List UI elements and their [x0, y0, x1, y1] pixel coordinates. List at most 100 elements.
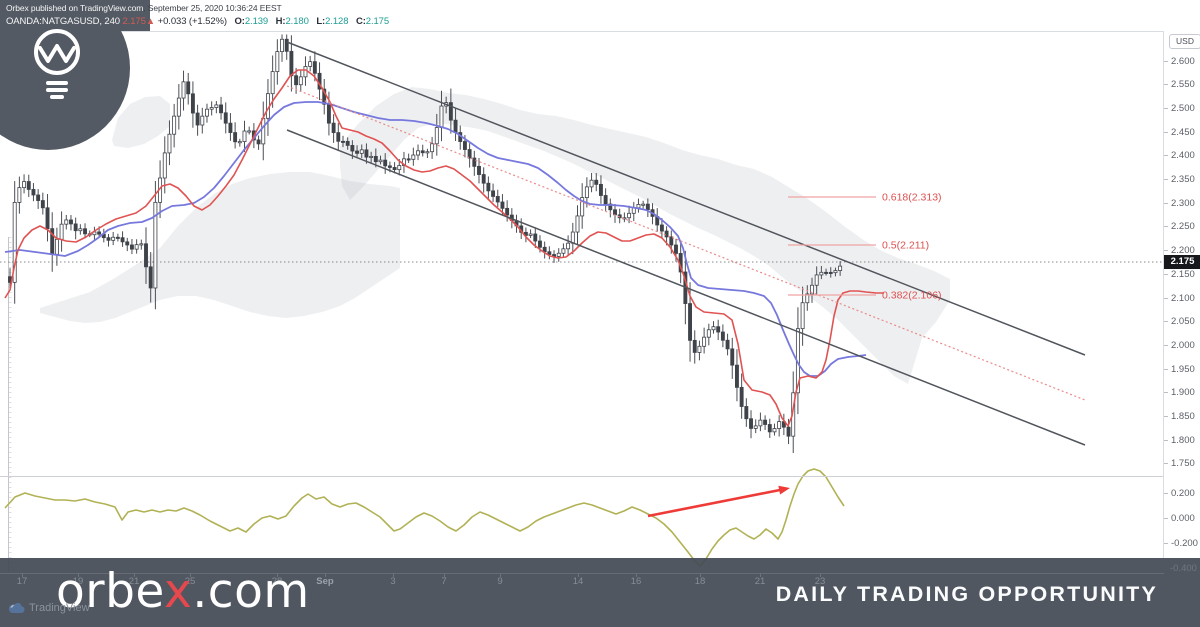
osc-axis-tick: [1164, 518, 1168, 519]
price-axis-label: 1.800: [1171, 434, 1195, 446]
close-value: 2.175: [365, 16, 390, 27]
time-axis-tick: [325, 573, 326, 577]
time-axis-label: 21: [128, 576, 140, 587]
price-axis-label: 2.550: [1171, 79, 1195, 91]
time-axis-tick: [636, 573, 637, 577]
time-axis-tick: [393, 573, 394, 577]
time-axis-label: 21: [754, 576, 766, 587]
time-axis-label: 17: [16, 576, 28, 587]
tenkan-line: [4, 69, 884, 427]
tradingview-cloud-icon: [8, 602, 25, 613]
time-axis-tick: [134, 573, 135, 577]
price-axis-tick: [1164, 463, 1168, 465]
ichimoku-cloud: [340, 87, 950, 384]
price-axis-label: 2.450: [1171, 126, 1195, 138]
price-axis-tick: [1164, 155, 1168, 157]
time-axis-tick: [700, 573, 701, 577]
kijun-line: [4, 101, 867, 377]
symbol-info-line: OANDA:NATGASUSD, 240 2.175▲ +0.033 (+1.5…: [6, 16, 389, 27]
price-axis-label: 2.600: [1171, 55, 1195, 67]
price-axis-label: 2.250: [1171, 221, 1195, 233]
publisher-text: Orbex published on TradingView.com: [6, 3, 144, 13]
time-axis-label: 25: [184, 576, 196, 587]
price-axis-label: 2.050: [1171, 316, 1195, 328]
price-axis-label: 2.200: [1171, 245, 1195, 257]
osc-axis-label: 0.200: [1171, 488, 1195, 499]
time-axis-label: 3: [390, 576, 396, 587]
price-change: +0.033 (+1.52%): [157, 16, 227, 27]
oscillator-line: [4, 468, 845, 567]
price-axis-label: 2.000: [1171, 339, 1195, 351]
time-axis-label: 28: [271, 576, 283, 587]
price-axis-label: 1.900: [1171, 387, 1195, 399]
time-axis-tick: [820, 573, 821, 577]
price-axis-label: 1.850: [1171, 411, 1195, 423]
osc-axis-tick: [1164, 543, 1168, 544]
price-axis-tick: [1164, 416, 1168, 418]
time-axis-label: 18: [694, 576, 706, 587]
time-axis-tick: [500, 573, 501, 577]
price-axis-label: 1.750: [1171, 458, 1195, 470]
time-axis-tick: [760, 573, 761, 577]
time-axis-tick: [190, 573, 191, 577]
time-axis-label: 19: [72, 576, 84, 587]
price-axis-tick: [1164, 392, 1168, 394]
time-axis-label: 16: [630, 576, 642, 587]
price-axis-label: 2.500: [1171, 102, 1195, 114]
last-price: 2.175: [122, 16, 146, 27]
low-label: L:: [316, 16, 326, 27]
fib-label: 0.618(2.313): [882, 192, 942, 204]
daily-trading-opportunity-banner: DAILY TRADING OPPORTUNITY: [775, 582, 1158, 606]
high-label: H:: [275, 16, 286, 27]
publish-date: , September 25, 2020 10:36:24 EEST: [143, 3, 282, 13]
pane-divider[interactable]: [0, 476, 1200, 477]
ichimoku-cloud: [112, 96, 170, 148]
ichimoku-cloud: [40, 172, 400, 323]
price-axis-tick: [1164, 368, 1168, 370]
price-axis-tick: [1164, 226, 1168, 228]
high-value: 2.180: [285, 16, 309, 27]
price-axis-tick: [1164, 250, 1168, 252]
osc-axis-label: -0.200: [1171, 538, 1198, 549]
tradingview-attribution[interactable]: TradingView: [8, 602, 90, 614]
price-axis-label: 2.350: [1171, 174, 1195, 186]
price-axis-tick: [1164, 439, 1168, 441]
symbol-name[interactable]: OANDA:NATGASUSD, 240: [6, 16, 120, 27]
close-label: C:: [355, 16, 366, 27]
price-axis-tick: [1164, 107, 1168, 109]
time-axis-label: 7: [441, 576, 447, 587]
up-arrow-icon: ▲: [145, 16, 156, 27]
time-axis-tick: [578, 573, 579, 577]
price-axis-label: 1.950: [1171, 363, 1195, 375]
orbex-logo: orbex.com: [56, 564, 310, 619]
time-axis-tick: [78, 573, 79, 577]
price-axis-tick: [1164, 179, 1168, 181]
open-label: O:: [234, 16, 245, 27]
currency-chip[interactable]: USD: [1169, 34, 1200, 49]
price-axis-label: 2.100: [1171, 292, 1195, 304]
price-axis-label: 2.150: [1171, 268, 1195, 280]
price-axis-tick: [1164, 344, 1168, 346]
time-axis-tick: [277, 573, 278, 577]
brand-left: orbe: [56, 564, 165, 619]
channel-bottom-line: [286, 129, 1086, 446]
fib-label: 0.382(2.106): [882, 290, 942, 302]
price-axis-tick: [1164, 60, 1168, 62]
time-axis-label: 14: [572, 576, 584, 587]
time-axis-tick: [22, 573, 23, 577]
fib-label: 0.5(2.211): [882, 240, 929, 252]
price-axis-tick: [1164, 84, 1168, 86]
price-axis-tick: [1164, 131, 1168, 133]
brand-x: x: [164, 564, 193, 619]
channel-mid-line: [286, 85, 1086, 401]
time-axis-line: [0, 573, 1164, 574]
low-value: 2.128: [325, 16, 349, 27]
price-axis[interactable]: USD 2.600 2.550 2.500 2.450 2.400 2.350 2.300 2…: [1163, 31, 1200, 558]
time-axis-tick: [444, 573, 445, 577]
price-axis-label: 2.400: [1171, 150, 1195, 162]
footer-overlay: 17 19 21 25 28 Sep 3 7 9 14 16 18 21 23 -0.400 orbex.…: [0, 558, 1200, 627]
red-arrow-head: [778, 485, 790, 495]
price-axis-tick: [1164, 321, 1168, 323]
osc-axis-label-covered: -0.400: [1170, 563, 1197, 574]
